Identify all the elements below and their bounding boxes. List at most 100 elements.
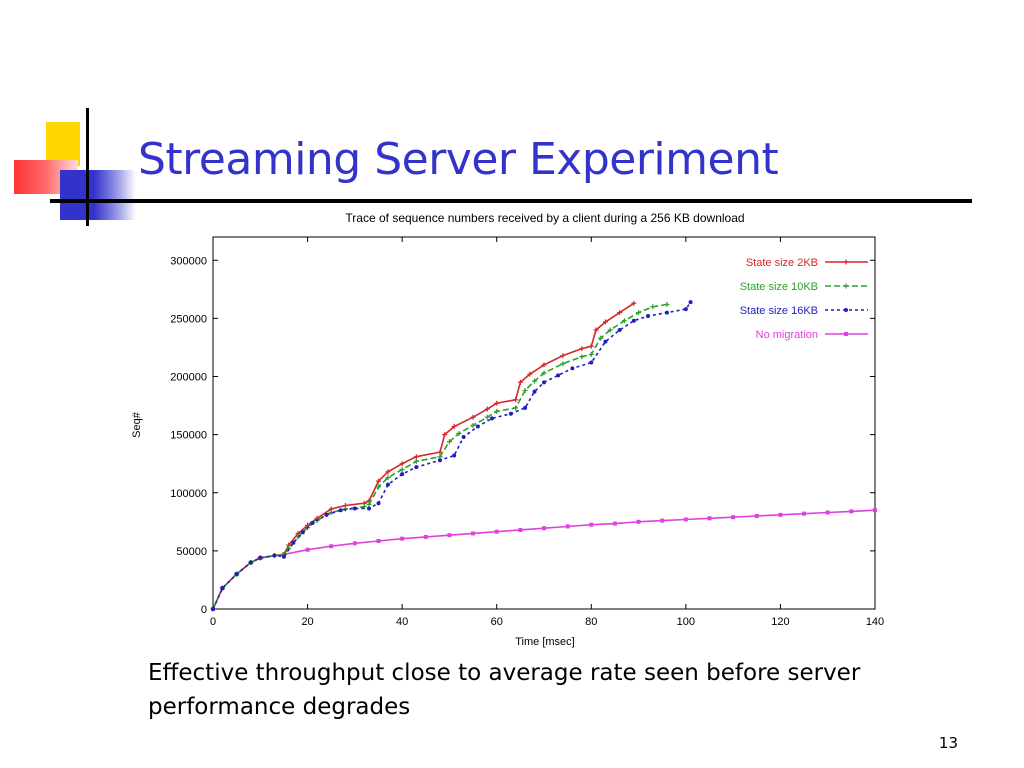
data-point <box>579 346 585 352</box>
data-point <box>248 560 253 565</box>
data-point <box>589 360 594 365</box>
data-point <box>437 458 442 463</box>
legend-label: State size 10KB <box>740 281 818 293</box>
data-point <box>376 484 381 490</box>
x-axis-label: Time [msec] <box>515 636 575 648</box>
y-axis-label: Seq# <box>131 411 143 438</box>
data-point <box>631 300 637 306</box>
plot-area: 0 20 40 60 80 100 120 140 0 50000 100000 150000 2000… <box>170 236 884 628</box>
data-point <box>570 366 575 371</box>
y-tick-label: 150000 <box>170 430 207 442</box>
data-point <box>338 508 343 513</box>
legend-label: State size 16KB <box>740 305 818 317</box>
x-tick-label: 0 <box>210 616 216 628</box>
slide-caption: Effective throughput close to average ra… <box>148 660 861 720</box>
data-point <box>211 607 215 611</box>
x-tick-label: 60 <box>491 616 503 628</box>
data-point <box>461 434 466 439</box>
data-point <box>399 461 405 467</box>
data-point <box>447 533 452 538</box>
data-point <box>617 310 623 316</box>
data-point <box>844 332 848 336</box>
x-tick-label: 100 <box>677 616 695 628</box>
data-point <box>565 524 570 529</box>
data-point <box>532 378 538 384</box>
data-point <box>258 555 263 560</box>
data-point <box>484 414 490 420</box>
data-point <box>843 259 849 265</box>
data-point <box>523 405 528 410</box>
data-point <box>603 339 608 344</box>
data-point <box>631 318 636 323</box>
y-tick-label: 50000 <box>176 546 207 558</box>
data-point <box>423 534 428 539</box>
data-point <box>683 307 688 312</box>
data-point <box>385 482 390 487</box>
data-point <box>778 512 783 517</box>
data-point <box>451 423 457 429</box>
data-point <box>367 506 372 511</box>
data-point <box>446 439 452 445</box>
data-point <box>664 310 669 315</box>
data-point <box>329 544 334 549</box>
data-point <box>542 380 546 385</box>
chart: Trace of sequence numbers received by a … <box>131 211 884 648</box>
data-point <box>376 501 381 506</box>
data-point <box>664 301 670 307</box>
data-point <box>310 520 315 525</box>
data-point <box>636 310 642 316</box>
data-point <box>593 327 599 333</box>
title-underline <box>50 199 972 203</box>
y-tick-label: 300000 <box>170 255 207 267</box>
data-point <box>636 519 641 524</box>
page-number: 13 <box>938 734 958 752</box>
data-point <box>612 521 617 526</box>
x-tick-label: 120 <box>771 616 789 628</box>
data-point <box>588 343 594 349</box>
data-point <box>602 319 608 325</box>
data-point <box>376 538 381 543</box>
x-tick-label: 40 <box>396 616 408 628</box>
y-tick-label: 250000 <box>170 313 207 325</box>
data-point <box>560 361 566 367</box>
legend-label: State size 2KB <box>746 257 818 269</box>
data-point <box>400 472 405 477</box>
data-point <box>494 408 500 414</box>
data-point <box>650 304 656 310</box>
data-point <box>281 554 286 559</box>
data-point <box>385 475 391 481</box>
data-point <box>376 478 381 484</box>
data-point <box>366 501 372 507</box>
data-point <box>731 515 736 520</box>
data-point <box>621 318 627 324</box>
data-point <box>517 379 523 385</box>
data-point <box>484 406 490 412</box>
data-point <box>513 397 519 403</box>
data-point <box>324 512 329 517</box>
data-point <box>352 541 357 546</box>
data-point <box>494 400 500 406</box>
data-point <box>542 526 546 531</box>
data-point <box>589 522 594 527</box>
data-point <box>843 283 849 289</box>
data-point <box>494 529 499 534</box>
data-point <box>849 509 854 514</box>
data-point <box>707 516 712 521</box>
data-point <box>272 553 277 558</box>
chart-title: Trace of sequence numbers received by a … <box>345 211 744 225</box>
data-point <box>588 351 594 357</box>
data-point <box>541 370 547 376</box>
plot-frame <box>212 236 876 610</box>
data-point <box>560 353 566 359</box>
y-tick-label: 100000 <box>170 488 207 500</box>
data-point <box>295 534 301 540</box>
data-point <box>456 430 462 436</box>
data-point <box>385 469 391 475</box>
data-point <box>688 300 693 305</box>
data-point <box>220 586 225 591</box>
data-point <box>399 467 405 472</box>
data-point <box>413 454 419 460</box>
data-point <box>305 547 310 552</box>
series-line <box>212 302 635 610</box>
title-ornament <box>0 0 140 230</box>
